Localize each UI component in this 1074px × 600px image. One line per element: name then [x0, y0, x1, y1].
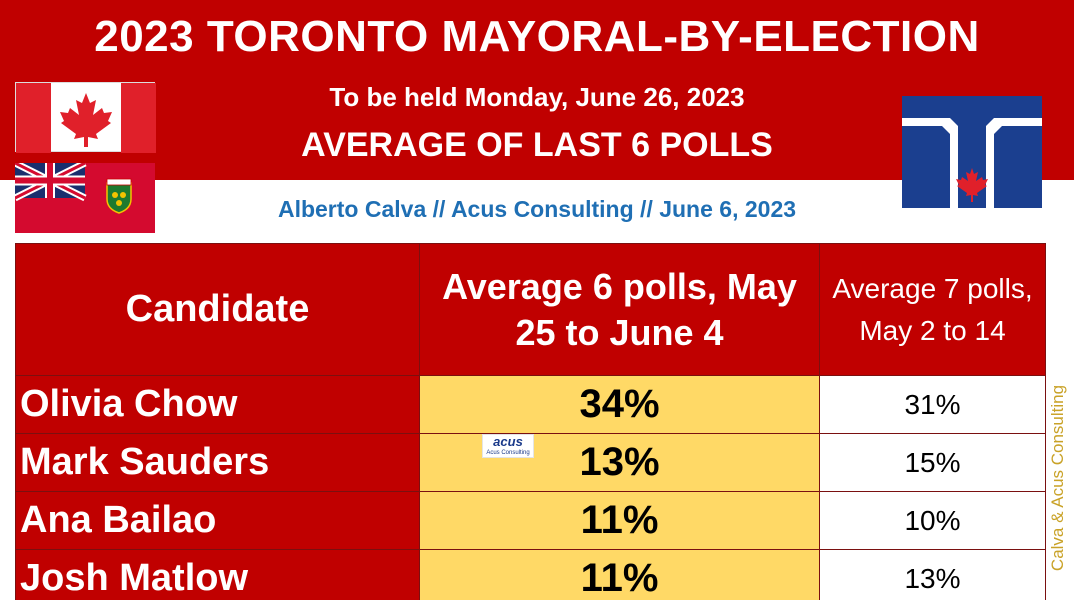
- table-row: Mark Sauders 13% 15%: [15, 433, 1046, 492]
- candidate-column-header: Candidate: [15, 243, 420, 376]
- avg6-value: 13%: [419, 433, 820, 492]
- section-heading: AVERAGE OF LAST 6 POLLS: [301, 126, 773, 164]
- avg7-value: 15%: [819, 433, 1046, 492]
- toronto-flag-icon: [902, 96, 1042, 208]
- candidate-name: Ana Bailao: [15, 491, 420, 550]
- table-row: Olivia Chow 34% 31%: [15, 375, 1046, 434]
- avg6-value: 11%: [419, 549, 820, 600]
- acus-logo: acus Acus Consulting: [482, 434, 534, 458]
- table-row: Ana Bailao 11% 10%: [15, 491, 1046, 550]
- ontario-flag-icon: [13, 159, 155, 233]
- avg6-value: 34%: [419, 375, 820, 434]
- avg7-value: 10%: [819, 491, 1046, 550]
- avg6-column-header: Average 6 polls, May 25 to June 4: [419, 243, 820, 376]
- author-credit: Alberto Calva // Acus Consulting // June…: [277, 196, 797, 222]
- candidate-name: Olivia Chow: [15, 375, 420, 434]
- watermark-text: Calva & Acus Consulting: [1048, 384, 1067, 572]
- candidate-name: Josh Matlow: [15, 549, 420, 600]
- candidate-name: Mark Sauders: [15, 433, 420, 492]
- table-header-row: Candidate Average 6 polls, May 25 to Jun…: [15, 243, 1046, 376]
- avg7-value: 13%: [819, 549, 1046, 600]
- election-date: To be held Monday, June 26, 2023: [329, 82, 745, 112]
- polls-table: Candidate Average 6 polls, May 25 to Jun…: [15, 243, 1046, 600]
- acus-logo-name: acus: [493, 434, 523, 449]
- table-row: Josh Matlow 11% 13%: [15, 549, 1046, 600]
- watermark: Calva & Acus Consulting: [1048, 362, 1068, 594]
- avg7-value: 31%: [819, 375, 1046, 434]
- canada-flag-icon: [15, 82, 156, 153]
- avg7-column-header: Average 7 polls, May 2 to 14: [819, 243, 1046, 376]
- header-banner: [0, 0, 1074, 180]
- page-title: 2023 TORONTO MAYORAL-BY-ELECTION: [94, 12, 980, 61]
- avg6-value: 11%: [419, 491, 820, 550]
- acus-logo-sub: Acus Consulting: [486, 450, 530, 456]
